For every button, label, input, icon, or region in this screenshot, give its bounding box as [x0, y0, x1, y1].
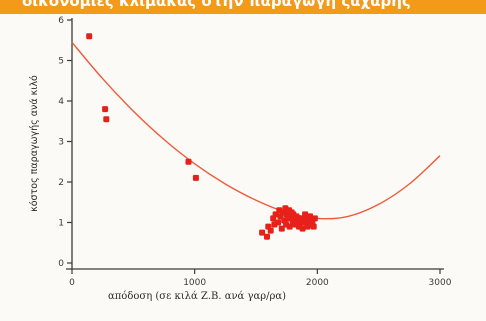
x-tick-label: 2000 [306, 278, 329, 288]
data-point [278, 225, 285, 232]
x-tick-label: 1000 [183, 278, 206, 288]
y-tick-label: 0 [58, 259, 64, 269]
title-banner: οικονομίες κλίμακας στην παραγωγή ζάχαρη… [0, 0, 486, 14]
y-tick-label: 5 [58, 57, 64, 67]
y-tick-label: 4 [58, 97, 64, 107]
data-point [192, 174, 199, 181]
data-point [307, 213, 313, 220]
x-tick-label: 3000 [429, 278, 452, 288]
data-points [86, 33, 318, 240]
y-axis-label: κόστος παραγωγής ανά κιλό [29, 75, 40, 212]
y-tick-label: 3 [58, 138, 64, 148]
data-point [275, 219, 282, 226]
data-point [299, 225, 306, 232]
x-tick-label: 0 [69, 278, 75, 288]
x-axis-label: απόδοση (σε κιλά Ζ.Β. ανά γαρ/ρα) [108, 291, 286, 302]
x-axis: 0 1000 2000 3000 [66, 268, 452, 288]
y-tick-label: 1 [58, 219, 64, 229]
data-point [302, 211, 309, 218]
data-point [264, 233, 270, 240]
data-point [102, 106, 109, 113]
data-point [259, 229, 266, 236]
data-point [185, 158, 192, 165]
y-tick-group: 0 1 2 3 4 5 6 [58, 16, 72, 269]
fit-curve [71, 41, 441, 220]
banner-title: οικονομίες κλίμακας στην παραγωγή ζάχαρη… [22, 0, 411, 10]
y-axis: 0 1 2 3 4 5 6 [58, 16, 73, 269]
data-point [311, 215, 318, 222]
y-tick-label: 6 [58, 16, 64, 26]
data-point [267, 227, 274, 234]
data-point [86, 33, 93, 40]
data-point [103, 116, 110, 123]
x-tick-group: 0 1000 2000 3000 [69, 269, 452, 288]
data-point [310, 223, 317, 230]
y-tick-label: 2 [58, 178, 64, 188]
